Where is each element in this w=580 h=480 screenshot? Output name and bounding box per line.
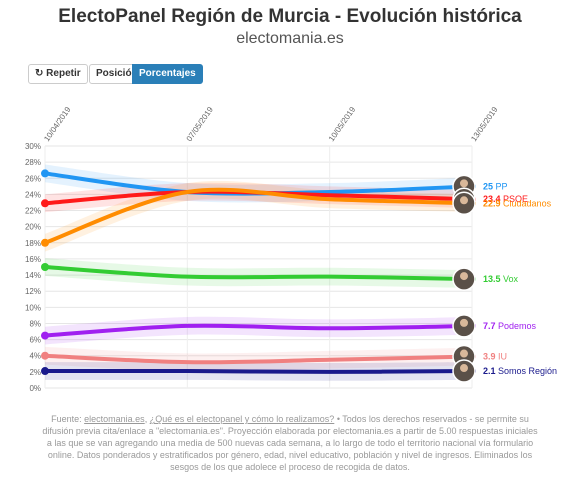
y-tick-label: 10% [25, 303, 41, 312]
series-name-ciudadanos: Ciudadanos [503, 198, 552, 208]
end-label-somos-region: 2.1 Somos Región [483, 366, 557, 376]
avatar-face-pp [460, 179, 468, 188]
end-label-iu: 3.9 IU [483, 352, 507, 362]
end-label-ciudadanos: 22.9 Ciudadanos [483, 198, 552, 208]
y-tick-label: 26% [25, 174, 41, 183]
repeat-button[interactable]: ↻ Repetir [28, 64, 88, 84]
band-vox [45, 258, 472, 288]
series-name-iu: IU [498, 352, 507, 362]
avatar-face-somos-region [460, 364, 468, 373]
footer-note: Fuente: electomania.es, ¿Qué es el elect… [42, 414, 538, 472]
x-tick-label: 10/05/2019 [327, 105, 358, 143]
line-vox [43, 265, 474, 282]
y-tick-label: 18% [25, 239, 41, 248]
y-tick-label: 20% [25, 223, 41, 232]
end-label-podemos: 7.7 Podemos [483, 321, 537, 331]
y-tick-label: 28% [25, 158, 41, 167]
avatar-face-vox [460, 272, 468, 281]
avatar-face-podemos [460, 318, 468, 327]
series-name-somos-region: Somos Región [498, 366, 557, 376]
y-tick-label: 2% [29, 368, 41, 377]
line-iu [43, 353, 474, 365]
series-name-vox: Vox [503, 274, 519, 284]
line-ciudadanos [43, 187, 474, 245]
line-podemos [43, 323, 474, 338]
series-name-pp: PP [496, 181, 508, 191]
replay-icon: ↻ [35, 68, 47, 79]
footer-prefix: Fuente: [51, 414, 82, 424]
footer-body: • Todos los derechos reservados - se per… [42, 414, 538, 472]
chart-subtitle: electomania.es [236, 30, 344, 47]
series-name-podemos: Podemos [498, 321, 537, 331]
x-tick-label: 10/04/2019 [42, 105, 73, 143]
end-label-psoe: 23.4 PSOE [483, 194, 528, 204]
start-point-ciudadanos [41, 238, 49, 247]
y-tick-label: 14% [25, 271, 41, 280]
y-tick-label: 8% [29, 319, 41, 328]
start-point-iu [41, 351, 49, 360]
avatar-face-iu [460, 349, 468, 358]
y-tick-label: 12% [25, 287, 41, 296]
band-podemos [45, 316, 472, 345]
end-label-pp: 25 PP [483, 181, 508, 191]
x-tick-label: 13/05/2019 [469, 105, 500, 143]
y-tick-label: 30% [25, 142, 41, 151]
start-point-psoe [41, 199, 49, 208]
y-tick-label: 4% [29, 352, 41, 361]
start-point-vox [41, 263, 49, 271]
series-name-psoe: PSOE [503, 194, 528, 204]
y-tick-label: 24% [25, 190, 41, 199]
percent-toggle-button[interactable]: Porcentajes [132, 64, 203, 84]
position-toggle-button[interactable]: Posición [89, 64, 145, 84]
footer-link-source[interactable]: electomania.es [84, 414, 145, 424]
band-iu [45, 346, 472, 372]
footer-link-about[interactable]: ¿Qué es el electopanel y cómo lo realiza… [149, 414, 335, 424]
x-tick-label: 07/05/2019 [185, 105, 216, 143]
end-label-vox: 13.5 Vox [483, 274, 519, 284]
y-tick-label: 0% [29, 384, 41, 393]
line-somos-region [43, 369, 474, 374]
start-point-pp [41, 169, 49, 178]
chart-title: ElectoPanel Región de Murcia - Evolución… [58, 6, 522, 27]
avatar-face-ciudadanos [460, 196, 468, 205]
start-point-podemos [41, 331, 49, 340]
start-point-somos-region [41, 367, 49, 376]
y-tick-label: 6% [29, 336, 41, 345]
y-tick-label: 16% [25, 255, 41, 264]
repeat-button-label: Repetir [46, 68, 81, 79]
y-tick-label: 22% [25, 207, 41, 216]
